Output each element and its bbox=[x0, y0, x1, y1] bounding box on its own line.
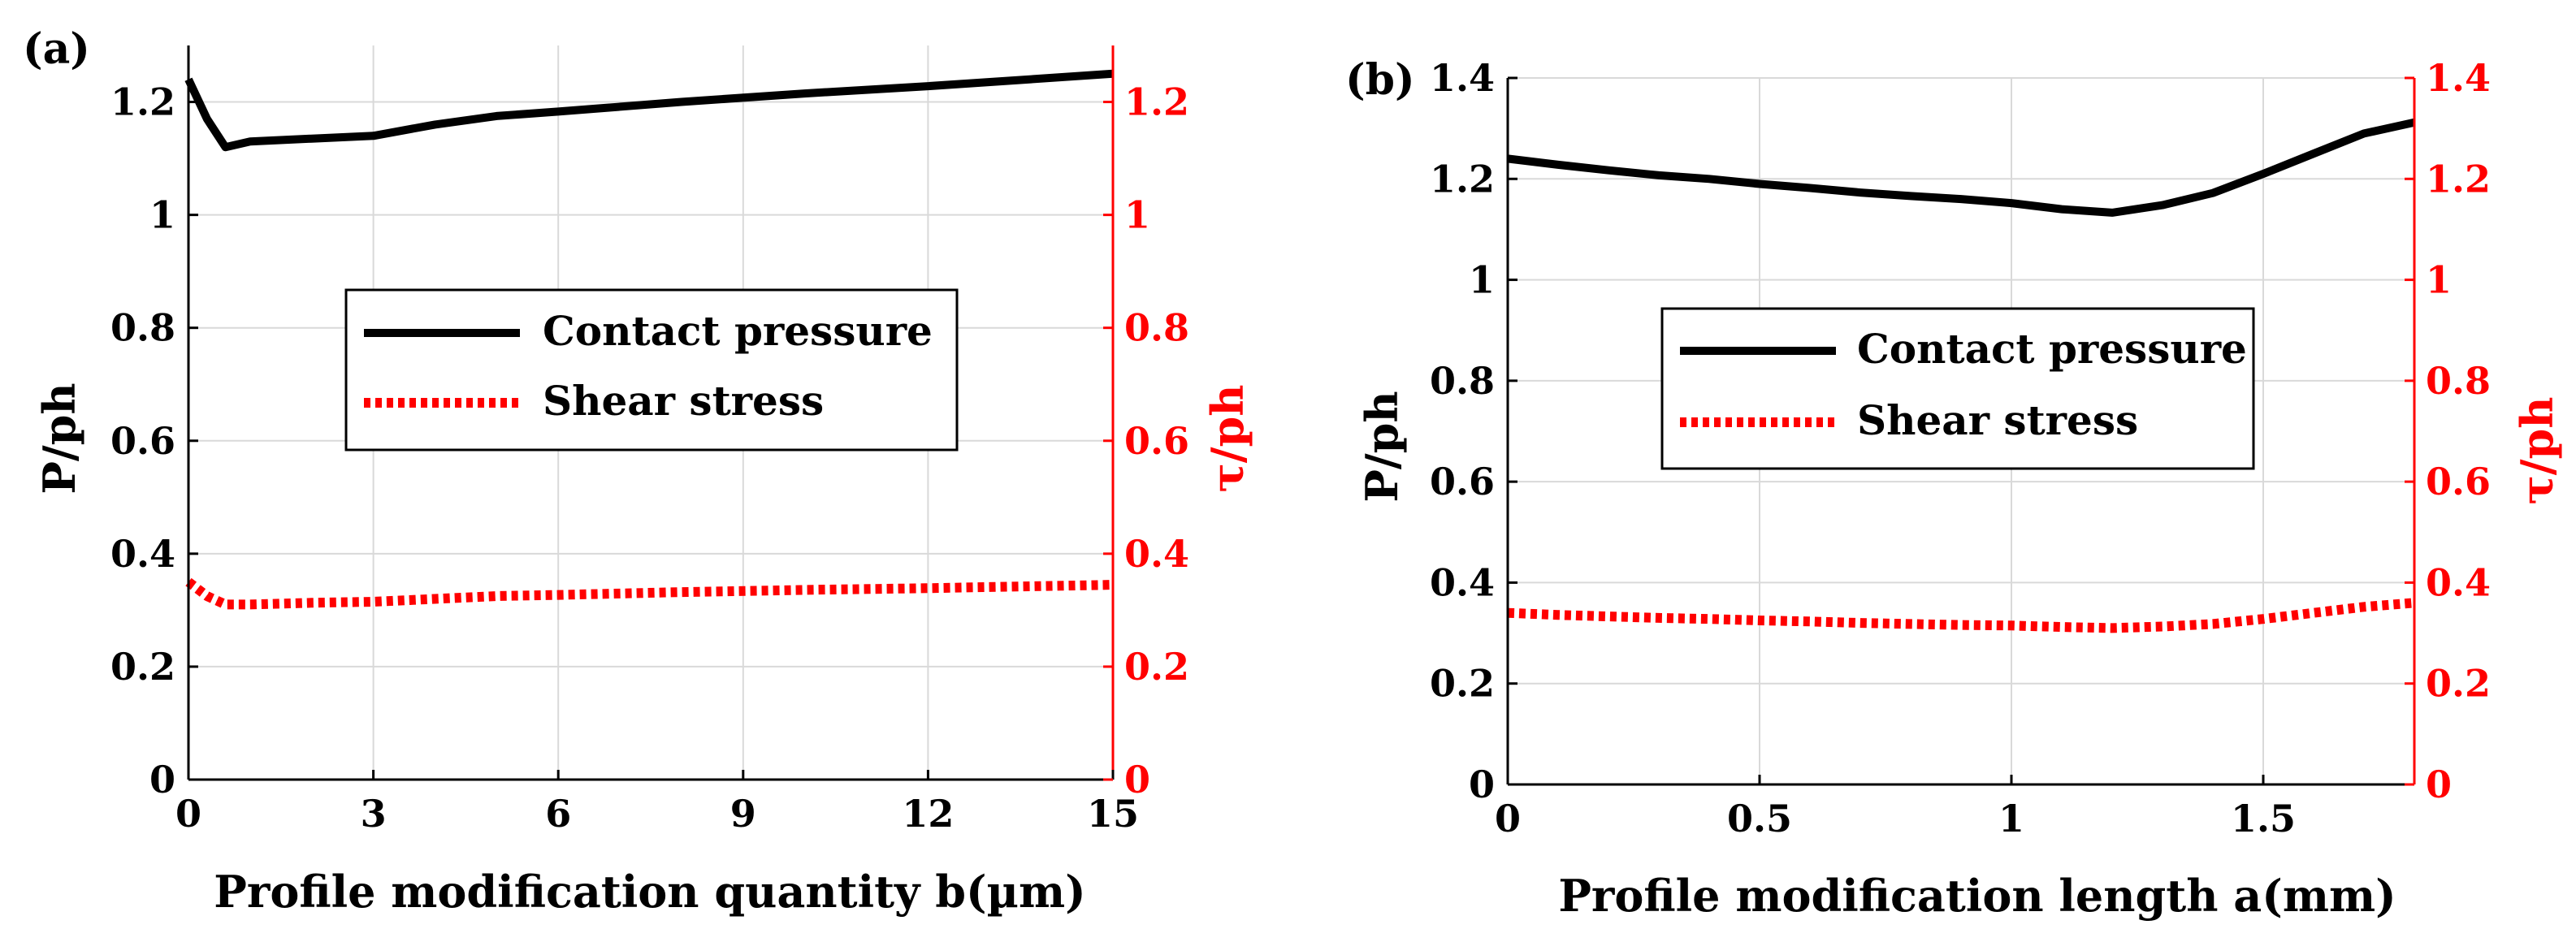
legend-box-a bbox=[344, 288, 959, 452]
axes-a bbox=[187, 45, 1115, 781]
legend-label-shear-stress: Shear stress bbox=[1857, 396, 2138, 444]
series-line-shear-stress bbox=[1507, 598, 2415, 633]
x-tick-label: 0 bbox=[175, 792, 201, 836]
y-tick-label: 1 bbox=[149, 193, 175, 237]
series-line-contact-pressure bbox=[1507, 118, 2416, 217]
y-right-axis-title-b: τ/ph bbox=[2511, 396, 2563, 504]
y-right-tick-label: 1 bbox=[2426, 258, 2452, 302]
legend-box-b bbox=[1660, 307, 2255, 470]
y-tick-label: 0.6 bbox=[110, 419, 175, 463]
y-tick-label: 0 bbox=[1469, 763, 1495, 806]
y-right-tick-label: 0.2 bbox=[1124, 645, 1189, 689]
y-right-tick-label: 1.2 bbox=[1124, 80, 1189, 124]
y-tick-label: 1.4 bbox=[1430, 56, 1495, 100]
y-right-tick-label: 0.4 bbox=[1124, 532, 1189, 576]
y-right-tick-label: 0.6 bbox=[2426, 460, 2491, 503]
y-right-tick-label: 0.4 bbox=[2426, 560, 2491, 604]
x-tick-label: 0 bbox=[1495, 797, 1521, 840]
x-tick-label: 0.5 bbox=[1727, 797, 1792, 840]
y-tick-label: 0.4 bbox=[110, 532, 175, 576]
y-tick-label: 0.2 bbox=[1430, 662, 1495, 706]
y-axis-title-b: P/ph bbox=[1356, 391, 1408, 502]
x-axis-title-a: Profile modification quantity b(µm) bbox=[214, 866, 1085, 918]
y-right-tick-label: 0.6 bbox=[1124, 419, 1189, 463]
chart-panel-a: (a) 0 3 6 9 12 150 00.2 0.20.4 0.40.6 0.60.8 0.81 1… bbox=[23, 24, 1253, 918]
y-tick-label: 0.4 bbox=[1430, 560, 1495, 604]
x-axis-title-b: Profile modification length a(mm) bbox=[1558, 870, 2396, 922]
legend-b: Contact pressure Shear stress bbox=[1660, 307, 2255, 470]
x-tick-label: 15 bbox=[1087, 792, 1139, 836]
x-tick-label: 6 bbox=[545, 792, 571, 836]
y-right-tick-label: 0 bbox=[2426, 763, 2452, 806]
y-tick-label: 0.2 bbox=[110, 645, 175, 689]
y-right-tick-label: 0 bbox=[1124, 758, 1150, 802]
y-tick-label: 1.2 bbox=[110, 80, 175, 124]
y-tick-label: 1 bbox=[1469, 258, 1495, 302]
y-tick-label: 0.8 bbox=[1430, 359, 1495, 403]
chart-panel-b: (b) 0 0.5 1 1.50 00.2 0.20.4 0.40.6 0.60.8 0.81 1… bbox=[1345, 55, 2563, 922]
legend-label-contact-pressure: Contact pressure bbox=[1857, 325, 2247, 373]
y-right-tick-label: 1 bbox=[1124, 193, 1150, 237]
y-right-tick-label: 0.8 bbox=[2426, 359, 2491, 403]
y-axis-title-a: P/ph bbox=[33, 382, 85, 494]
ticks-b: 0 0.5 1 1.50 00.2 0.20.4 0.40.6 0.60.8 0.81 11.2 1… bbox=[1430, 56, 2491, 840]
ticks-a: 0 3 6 9 12 150 00.2 0.20.4 0.40.6 0.60.8 0.81 11.2 1… bbox=[110, 80, 1189, 836]
y-tick-label: 0 bbox=[149, 758, 175, 802]
legend-a: Contact pressure Shear stress bbox=[344, 288, 959, 452]
y-tick-label: 1.2 bbox=[1430, 157, 1495, 201]
y-tick-label: 0.6 bbox=[1430, 460, 1495, 503]
y-right-tick-label: 0.2 bbox=[2426, 662, 2491, 706]
x-tick-label: 1 bbox=[1998, 797, 2024, 840]
x-tick-label: 1.5 bbox=[2231, 797, 2296, 840]
series-layer-b bbox=[1507, 118, 2416, 633]
legend-label-contact-pressure: Contact pressure bbox=[543, 307, 933, 355]
y-right-tick-label: 0.8 bbox=[1124, 306, 1189, 350]
x-tick-label: 12 bbox=[902, 792, 954, 836]
series-line-shear-stress bbox=[185, 577, 1114, 610]
y-tick-label: 0.8 bbox=[110, 306, 175, 350]
panel-label-a: (a) bbox=[23, 24, 90, 74]
y-right-tick-label: 1.2 bbox=[2426, 157, 2491, 201]
legend-label-shear-stress: Shear stress bbox=[543, 377, 824, 425]
y-right-tick-label: 1.4 bbox=[2426, 56, 2491, 100]
series-line-contact-pressure bbox=[184, 69, 1114, 152]
x-tick-label: 3 bbox=[361, 792, 387, 836]
y-right-axis-title-a: τ/ph bbox=[1201, 384, 1253, 492]
panel-label-b: (b) bbox=[1345, 55, 1415, 105]
series-layer-a bbox=[184, 69, 1114, 610]
x-tick-label: 9 bbox=[730, 792, 756, 836]
